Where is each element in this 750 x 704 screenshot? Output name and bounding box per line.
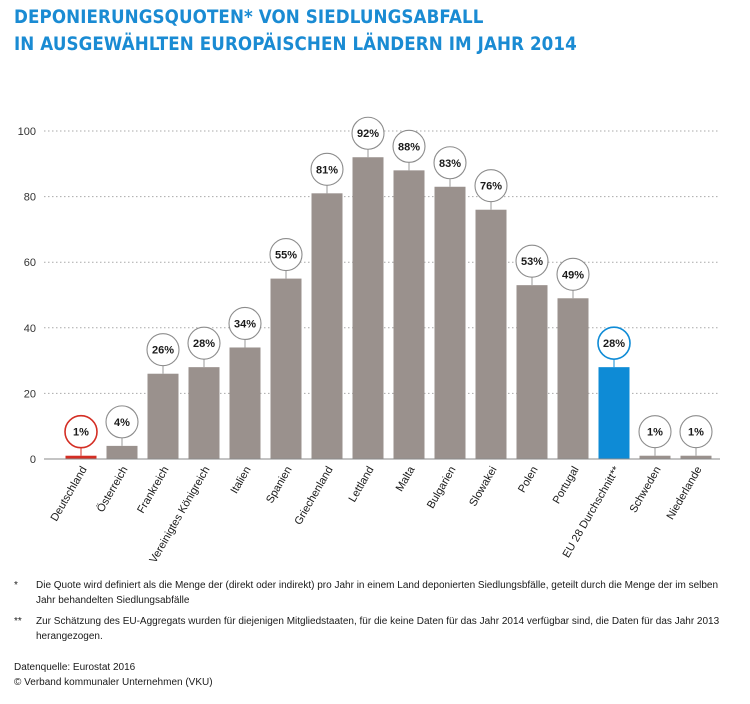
callout-circle-vereinigtes-königreich [187,326,221,360]
value-label-bulgarien: 83% [439,158,461,170]
x-tick-label-italien: Italien [229,465,254,496]
x-tick-label-österreich: Österreich [95,465,131,515]
bar-schweden [639,455,671,459]
bar-deutschland [65,455,97,459]
footnotes: * Die Quote wird definiert als die Menge… [14,578,734,650]
x-tick-label-schweden: Schweden [628,465,664,515]
x-tick-label-spanien: Spanien [264,465,295,506]
x-tick-label-bulgarien: Bulgarien [425,465,459,511]
footnote-1-mark: * [14,580,18,591]
callout-circle-malta [392,129,426,163]
bar-vereinigtes-königreich [188,367,220,459]
y-tick-label-100: 100 [18,126,36,138]
source-credits: Datenquelle: Eurostat 2016 © Verband kom… [14,660,213,690]
callout-circle-polen [515,244,549,278]
value-callouts: 1% 4% 26% 28% 34% 55% 81% 92% 88% 83% 76% 53% 49% 28%… [64,116,713,456]
callout-circle-schweden [638,415,672,449]
y-tick-label-80: 80 [24,192,36,204]
footnote-2: ** Zur Schätzung des EU-Aggregats wurden… [14,614,734,644]
bar-portugal [557,298,589,459]
value-label-niederlande: 1% [688,427,704,439]
y-tick-label-40: 40 [24,323,36,335]
callout-circle-griechenland [310,152,344,186]
callout-circle-spanien [269,238,303,272]
value-label-spanien: 55% [275,250,297,262]
footnote-1: * Die Quote wird definiert als die Menge… [14,578,734,608]
callout-circle-slowakei [474,169,508,203]
y-tick-label-20: 20 [24,388,36,400]
y-axis: 0 20 40 60 80 100 [18,126,36,466]
x-tick-label-slowakei: Slowakei [467,465,499,509]
chart-title-line-2: IN AUSGEWÄHLTEN EUROPÄISCHEN LÄNDERN IM … [14,33,577,55]
x-tick-label-polen: Polen [516,465,540,495]
value-label-eu-28-durchschnitt: 28% [603,338,625,350]
bar-griechenland [311,193,343,459]
bar-slowakei [475,209,507,459]
y-tick-label-0: 0 [30,454,36,466]
bar-frankreich [147,373,179,459]
callout-circle-bulgarien [433,146,467,180]
bar-lettland [352,157,384,460]
value-label-malta: 88% [398,141,420,153]
x-tick-label-niederlande: Niederlande [665,465,705,522]
value-label-italien: 34% [234,318,256,330]
x-tick-label-deutschland: Deutschland [49,465,90,524]
chart-title: DEPONIERUNGSQUOTEN* VON SIEDLUNGSABFALL … [14,4,577,58]
bar-malta [393,170,425,460]
value-label-lettland: 92% [357,128,379,140]
bar-chart: 0 20 40 60 80 100 1% 4% 26% 28% 34% 55% 81% 92% 88% 83… [18,116,720,565]
bar-spanien [270,278,302,459]
callout-circle-frankreich [146,333,180,367]
bar-niederlande [680,455,712,459]
value-label-vereinigtes-königreich: 28% [193,338,215,350]
footnote-1-text: Die Quote wird definiert als die Menge d… [36,580,719,606]
chart-title-line-1: DEPONIERUNGSQUOTEN* VON SIEDLUNGSABFALL [14,6,484,28]
callout-circle-deutschland [64,414,98,449]
footnote-2-text: Zur Schätzung des EU-Aggregats wurden fü… [36,616,720,642]
bar-bulgarien [434,186,466,459]
x-tick-label-lettland: Lettland [347,465,377,505]
source-line: Datenquelle: Eurostat 2016 [14,662,136,673]
value-label-frankreich: 26% [152,345,174,357]
callout-circle-österreich [105,405,139,439]
callout-circle-lettland [351,116,385,150]
x-tick-label-griechenland: Griechenland [292,465,335,528]
value-label-slowakei: 76% [480,181,502,193]
x-tick-label-portugal: Portugal [551,465,582,506]
callout-circle-niederlande [679,415,713,449]
bar-eu-28-durchschnitt [598,367,630,459]
bar-polen [516,285,548,459]
copyright-line: © Verband kommunaler Unternehmen (VKU) [14,677,213,688]
value-label-griechenland: 81% [316,164,338,176]
bar-österreich [106,445,138,459]
x-tick-label-frankreich: Frankreich [135,465,171,516]
callout-circle-portugal [556,257,590,291]
x-tick-label-malta: Malta [394,464,418,494]
value-label-deutschland: 1% [73,427,89,439]
x-axis: Deutschland Österreich FrankreichVereinigt… [44,458,720,565]
callout-circle-eu-28-durchschnitt [597,326,631,360]
bar-italien [229,347,261,459]
bars [65,157,712,460]
value-label-österreich: 4% [114,417,130,429]
callout-circle-italien [228,306,262,341]
footnote-2-mark: ** [14,616,22,627]
value-label-schweden: 1% [647,427,663,439]
value-label-polen: 53% [521,256,543,268]
value-label-portugal: 49% [562,269,584,281]
y-tick-label-60: 60 [24,257,36,269]
